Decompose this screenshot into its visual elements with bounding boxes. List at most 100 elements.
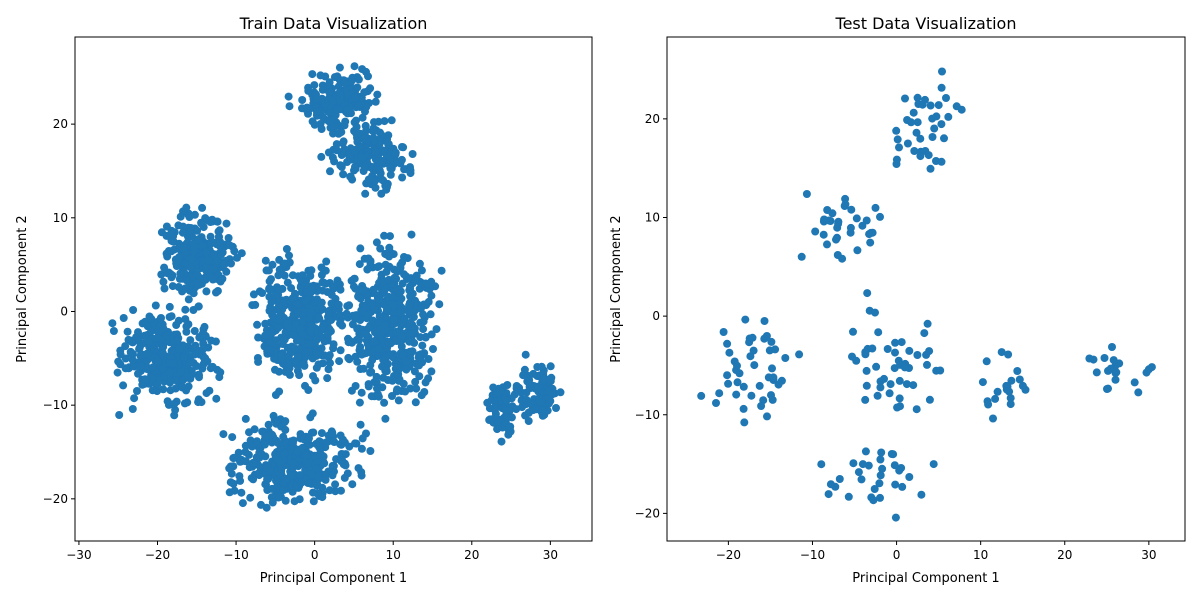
train-point: [408, 150, 417, 158]
test-point: [862, 381, 871, 390]
train-point: [380, 398, 389, 407]
test-point: [874, 328, 883, 337]
train-point: [353, 83, 362, 92]
train-point: [357, 388, 366, 397]
train-point: [316, 71, 325, 80]
train-point: [370, 118, 378, 127]
train-point: [297, 337, 306, 345]
train-point: [159, 324, 168, 333]
train-point: [382, 267, 391, 276]
train-point: [415, 361, 423, 370]
train-point: [187, 227, 196, 236]
train-point: [421, 332, 430, 341]
test-point: [740, 418, 749, 427]
train-point: [351, 93, 360, 102]
train-point: [296, 325, 305, 334]
train-point: [312, 480, 321, 489]
train-point: [289, 436, 298, 445]
test-point: [781, 354, 790, 362]
train-point: [175, 253, 184, 262]
test-x-ticks: −20 −10 0 10 20 30: [716, 541, 1156, 562]
train-point: [280, 449, 289, 458]
train-point: [168, 359, 177, 368]
train-point: [350, 62, 359, 71]
train-point: [134, 328, 142, 337]
train-point: [346, 337, 355, 346]
train-point: [158, 349, 167, 357]
train-point: [179, 244, 188, 253]
test-point: [819, 230, 828, 239]
test-point: [913, 93, 922, 102]
test-point: [883, 345, 892, 353]
test-point: [861, 395, 870, 404]
train-point: [189, 289, 198, 298]
train-point: [186, 263, 195, 272]
train-x-axis-label: Principal Component 1: [260, 571, 407, 586]
train-point: [380, 284, 389, 293]
test-point: [876, 212, 884, 221]
train-point: [322, 257, 331, 266]
train-point: [352, 122, 361, 131]
train-point: [249, 475, 258, 484]
train-point: [141, 375, 150, 384]
train-point: [326, 117, 335, 126]
train-point: [377, 175, 386, 184]
train-point: [309, 372, 317, 381]
train-point: [224, 234, 233, 242]
test-point: [870, 485, 879, 493]
train-point: [294, 308, 302, 317]
train-point: [140, 331, 149, 340]
train-point: [167, 312, 176, 321]
train-point: [411, 377, 420, 386]
test-point: [926, 164, 935, 173]
train-point: [355, 143, 364, 152]
test-point: [909, 381, 918, 390]
train-point: [327, 299, 336, 308]
train-point: [339, 435, 347, 444]
train-point: [379, 355, 388, 364]
train-point: [429, 345, 437, 353]
train-point: [225, 464, 234, 473]
test-point: [997, 348, 1006, 357]
train-x-tick-label: 10: [386, 548, 401, 562]
train-point: [372, 378, 381, 387]
test-point: [857, 475, 866, 484]
train-point: [160, 284, 169, 293]
train-point: [367, 349, 376, 358]
train-point: [401, 387, 410, 396]
train-point: [535, 394, 543, 403]
train-point: [202, 287, 211, 296]
test-point: [820, 215, 829, 224]
train-point: [335, 357, 344, 366]
train-point: [522, 388, 531, 397]
train-point: [209, 264, 218, 273]
train-point: [493, 388, 502, 397]
train-x-tick-label: −20: [145, 548, 170, 562]
test-y-tick-label: −10: [635, 408, 660, 422]
test-point: [896, 402, 904, 411]
train-point: [366, 368, 375, 377]
train-point: [269, 411, 278, 420]
test-point: [877, 448, 886, 457]
train-point: [389, 292, 398, 301]
train-point: [307, 308, 316, 317]
train-point: [416, 333, 425, 342]
train-y-tick-label: 10: [53, 211, 68, 225]
train-point: [385, 243, 394, 252]
train-point: [519, 371, 528, 380]
train-point: [539, 376, 548, 384]
train-point: [365, 323, 374, 332]
train-point: [361, 189, 370, 198]
train-point: [392, 327, 401, 336]
train-point: [182, 372, 191, 381]
train-point: [289, 331, 298, 340]
test-point: [1013, 367, 1022, 375]
train-point: [225, 241, 234, 250]
test-point: [1092, 368, 1101, 377]
test-point: [723, 371, 732, 380]
train-point: [168, 282, 177, 291]
test-point: [760, 334, 769, 343]
train-point: [312, 464, 321, 473]
train-point: [211, 337, 220, 346]
train-point: [314, 472, 323, 481]
